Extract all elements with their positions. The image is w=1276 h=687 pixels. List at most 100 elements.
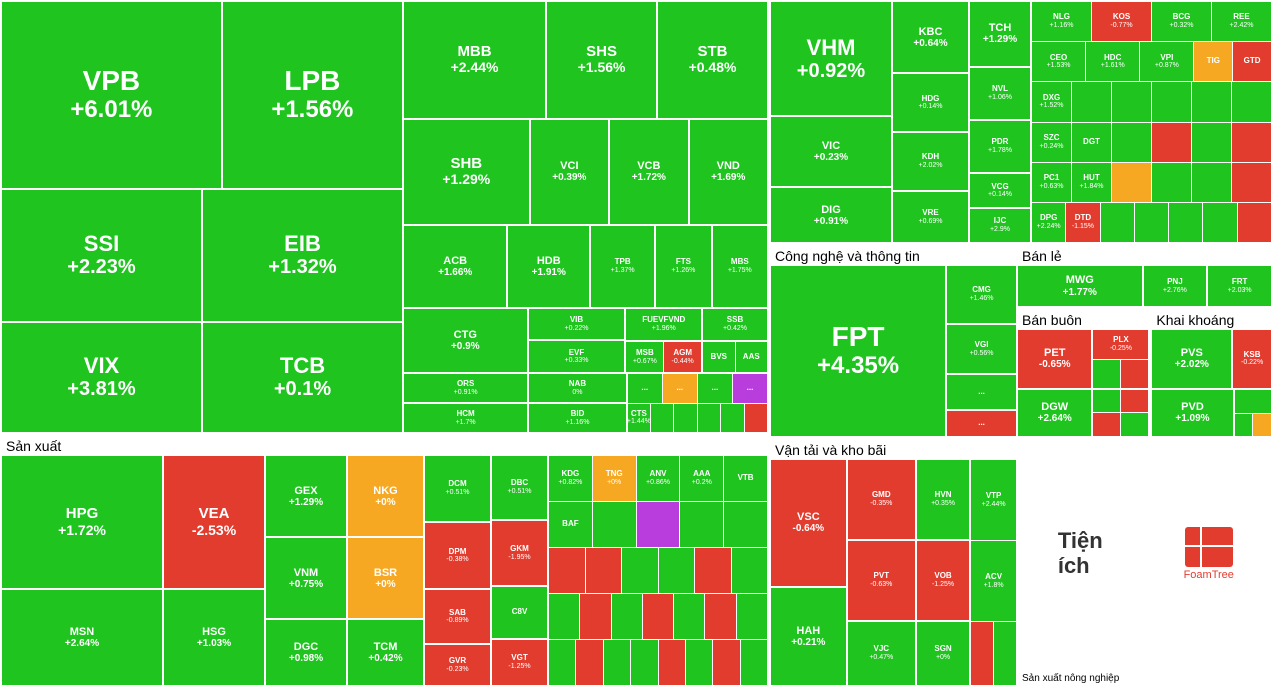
mini[interactable]: [680, 502, 723, 547]
ticker-ceo[interactable]: CEO+1.53%: [1032, 42, 1085, 81]
ticker-tch[interactable]: TCH +1.29%: [970, 2, 1030, 66]
mini[interactable]: [1152, 82, 1191, 121]
ticker-hdg[interactable]: HDG +0.14%: [893, 74, 968, 131]
mini[interactable]: [698, 404, 720, 432]
ticker-vtp[interactable]: VTP +2.44%: [971, 460, 1016, 540]
ticker-pnj[interactable]: PNJ +2.76%: [1144, 266, 1207, 306]
mini[interactable]: [1093, 390, 1120, 413]
ticker-pvs[interactable]: PVS +2.02%: [1152, 330, 1231, 388]
ticker-acv[interactable]: ACV +1.8%: [971, 541, 1016, 621]
ticker-vea[interactable]: VEA -2.53%: [164, 456, 264, 588]
ticker-gkm[interactable]: GKM -1.95%: [492, 521, 547, 584]
mini[interactable]: [1192, 123, 1231, 162]
mini[interactable]: [612, 594, 642, 639]
ticker-dgw[interactable]: DGW +2.64%: [1018, 390, 1091, 436]
ticker-acb[interactable]: ACB +1.66%: [404, 226, 506, 307]
mini[interactable]: [686, 640, 712, 685]
ticker-pvt[interactable]: PVT -0.63%: [848, 541, 915, 620]
ticker-hvn[interactable]: HVN +0.35%: [917, 460, 969, 539]
mini[interactable]: [1235, 390, 1271, 414]
mini[interactable]: [721, 404, 743, 432]
mini[interactable]: [713, 640, 739, 685]
mini[interactable]: ...: [947, 375, 1016, 409]
ticker-hpg[interactable]: HPG +1.72%: [2, 456, 162, 588]
mini[interactable]: [732, 548, 768, 593]
ticker-plx[interactable]: PLX -0.25%: [1093, 330, 1148, 359]
mini[interactable]: [745, 404, 767, 432]
mini[interactable]: ...: [628, 374, 662, 402]
ticker-vib[interactable]: VIB +0.22%: [529, 309, 625, 340]
ticker-vpb[interactable]: VPB +6.01%: [2, 2, 221, 188]
mini[interactable]: [631, 640, 657, 685]
ticker-aas[interactable]: AAS: [736, 342, 767, 372]
mini[interactable]: [593, 502, 636, 547]
ticker-agm[interactable]: AGM -0.44%: [664, 342, 701, 372]
ticker-vre[interactable]: VRE +0.69%: [893, 192, 968, 242]
ticker-gmd[interactable]: GMD -0.35%: [848, 460, 915, 539]
ticker-tng[interactable]: TNG+0%: [593, 456, 636, 501]
mini[interactable]: [1101, 203, 1134, 242]
mini[interactable]: [1093, 413, 1120, 436]
ticker-vix[interactable]: VIX +3.81%: [2, 323, 201, 432]
ticker-shs[interactable]: SHS +1.56%: [547, 2, 656, 118]
ticker-dbc[interactable]: DBC +0.51%: [492, 456, 547, 519]
mini[interactable]: [705, 594, 735, 639]
ticker-gvr[interactable]: GVR -0.23%: [425, 645, 490, 685]
mini[interactable]: [737, 594, 767, 639]
mini[interactable]: [1121, 360, 1148, 387]
ticker-dpm[interactable]: DPM -0.38%: [425, 523, 490, 588]
mini[interactable]: [1169, 203, 1202, 242]
ticker-dcm[interactable]: DCM +0.51%: [425, 456, 490, 521]
ticker-tpb[interactable]: TPB +1.37%: [591, 226, 654, 307]
ticker-dgt[interactable]: DGT: [1072, 123, 1111, 162]
ticker-kbc[interactable]: KBC +0.64%: [893, 2, 968, 72]
ticker-cmg[interactable]: CMG +1.46%: [947, 266, 1016, 323]
ticker-baf[interactable]: BAF: [549, 502, 592, 547]
mini[interactable]: [637, 502, 680, 547]
ticker-stb[interactable]: STB +0.48%: [658, 2, 767, 118]
ticker-lpb[interactable]: LPB +1.56%: [223, 2, 402, 188]
mini[interactable]: [741, 640, 767, 685]
sector-tienich[interactable]: Tiện ích: [1018, 440, 1143, 667]
ticker-dig[interactable]: DIG +0.91%: [771, 188, 891, 242]
ticker-bcg[interactable]: BCG+0.32%: [1152, 2, 1211, 41]
foamtree-logo[interactable]: FoamTree: [1147, 440, 1272, 667]
mini[interactable]: [1152, 163, 1191, 202]
mini[interactable]: ...: [698, 374, 732, 402]
ticker-ijc[interactable]: IJC +2.9%: [970, 209, 1030, 242]
ticker-gtd[interactable]: GTD: [1233, 42, 1271, 81]
mini[interactable]: [643, 594, 673, 639]
ticker-bvs[interactable]: BVS: [703, 342, 734, 372]
ticker-nvl[interactable]: NVL +1.06%: [970, 68, 1030, 119]
mini[interactable]: [1093, 360, 1120, 387]
ticker-hdc[interactable]: HDC+1.61%: [1086, 42, 1139, 81]
ticker-pet[interactable]: PET -0.65%: [1018, 330, 1091, 388]
mini[interactable]: [1203, 203, 1236, 242]
ticker-fuevfvnd[interactable]: FUEVFVND +1.96%: [626, 309, 701, 341]
ticker-hdb[interactable]: HDB +1.91%: [508, 226, 589, 307]
mini[interactable]: [580, 594, 610, 639]
ticker-aaa[interactable]: AAA+0.2%: [680, 456, 723, 501]
mini[interactable]: [549, 548, 585, 593]
ticker-vpi[interactable]: VPI+0.87%: [1140, 42, 1193, 81]
mini[interactable]: [1112, 123, 1151, 162]
ticker-mbb[interactable]: MBB +2.44%: [404, 2, 545, 118]
ticker-hsg[interactable]: HSG +1.03%: [164, 590, 264, 685]
mini[interactable]: [1235, 414, 1253, 436]
ticker-nkg[interactable]: NKG +0%: [348, 456, 423, 536]
ticker-sgn[interactable]: SGN +0%: [917, 622, 969, 685]
ticker-vhm[interactable]: VHM +0.92%: [771, 2, 891, 115]
ticker-kos[interactable]: KOS-0.77%: [1092, 2, 1151, 41]
mini[interactable]: [1112, 163, 1151, 202]
ticker-vgi[interactable]: VGI +0.56%: [947, 325, 1016, 373]
mini[interactable]: [1232, 163, 1271, 202]
ticker-evf[interactable]: EVF +0.33%: [529, 341, 625, 372]
ticker-ssb[interactable]: SSB +0.42%: [703, 309, 767, 341]
mini[interactable]: [1232, 82, 1271, 121]
ticker-fts[interactable]: FTS +1.26%: [656, 226, 710, 307]
mini[interactable]: [1072, 82, 1111, 121]
ticker-tcb[interactable]: TCB +0.1%: [203, 323, 402, 432]
mini[interactable]: [659, 548, 695, 593]
mini[interactable]: ...: [947, 411, 1016, 436]
ticker-msb[interactable]: MSB +0.67%: [626, 342, 663, 372]
